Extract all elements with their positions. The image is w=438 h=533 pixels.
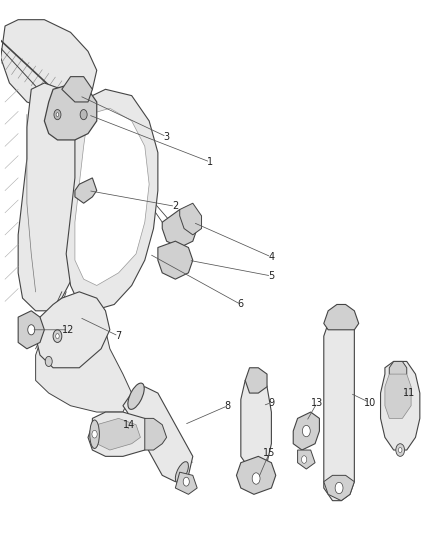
Text: 10: 10 — [364, 398, 376, 408]
Text: 9: 9 — [268, 398, 275, 408]
Polygon shape — [385, 374, 411, 418]
Text: 14: 14 — [124, 419, 136, 430]
Polygon shape — [381, 361, 420, 450]
Text: 12: 12 — [62, 325, 74, 335]
Polygon shape — [88, 412, 153, 456]
Text: 13: 13 — [311, 398, 323, 408]
Circle shape — [252, 473, 260, 484]
Circle shape — [56, 112, 59, 117]
Polygon shape — [297, 450, 315, 469]
Polygon shape — [35, 292, 110, 368]
Circle shape — [302, 425, 310, 437]
Polygon shape — [389, 361, 407, 381]
Text: 3: 3 — [163, 132, 170, 142]
Ellipse shape — [175, 462, 188, 483]
Circle shape — [396, 443, 405, 456]
Polygon shape — [324, 475, 354, 500]
Circle shape — [301, 456, 307, 463]
Text: 8: 8 — [225, 401, 231, 411]
Polygon shape — [35, 311, 132, 412]
Polygon shape — [162, 209, 197, 247]
Polygon shape — [75, 178, 97, 203]
Ellipse shape — [90, 420, 99, 448]
Polygon shape — [123, 387, 193, 482]
Polygon shape — [62, 77, 92, 102]
Circle shape — [399, 448, 402, 453]
Polygon shape — [180, 203, 201, 235]
Text: 5: 5 — [268, 271, 275, 281]
Text: 7: 7 — [116, 331, 122, 341]
Polygon shape — [1, 20, 97, 108]
Polygon shape — [324, 317, 354, 500]
Text: 15: 15 — [263, 448, 276, 458]
Polygon shape — [237, 456, 276, 494]
Polygon shape — [18, 311, 44, 349]
Circle shape — [335, 482, 343, 494]
Text: 6: 6 — [238, 300, 244, 310]
Polygon shape — [324, 304, 359, 330]
Circle shape — [54, 110, 61, 120]
Circle shape — [56, 334, 59, 338]
Polygon shape — [92, 418, 141, 450]
Polygon shape — [293, 412, 319, 450]
Text: 11: 11 — [403, 388, 415, 398]
Text: 4: 4 — [268, 252, 275, 262]
Polygon shape — [241, 374, 272, 469]
Polygon shape — [44, 83, 97, 140]
Circle shape — [53, 330, 62, 342]
Polygon shape — [158, 241, 193, 279]
Circle shape — [28, 325, 35, 335]
Polygon shape — [145, 418, 166, 450]
Ellipse shape — [128, 383, 144, 409]
Polygon shape — [245, 368, 267, 393]
Circle shape — [80, 110, 87, 120]
Circle shape — [45, 357, 52, 367]
Circle shape — [92, 431, 97, 438]
Circle shape — [183, 477, 189, 486]
Polygon shape — [18, 83, 88, 311]
Polygon shape — [75, 108, 149, 286]
Text: 2: 2 — [172, 201, 178, 212]
Polygon shape — [66, 90, 158, 311]
Text: 1: 1 — [207, 157, 213, 167]
Polygon shape — [175, 472, 197, 494]
